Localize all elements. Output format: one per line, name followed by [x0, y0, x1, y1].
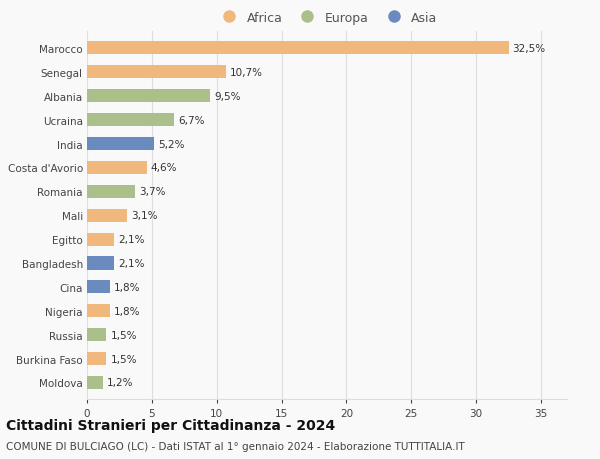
Bar: [87, 90, 210, 103]
Text: 10,7%: 10,7%: [230, 67, 263, 78]
Text: 3,7%: 3,7%: [139, 187, 166, 197]
Legend: Africa, Europa, Asia: Africa, Europa, Asia: [214, 9, 440, 27]
Bar: [87, 162, 146, 174]
Text: 1,8%: 1,8%: [114, 282, 141, 292]
Text: 2,1%: 2,1%: [118, 258, 145, 269]
Text: 3,1%: 3,1%: [131, 211, 158, 221]
Bar: [87, 233, 114, 246]
Bar: [87, 185, 135, 198]
Bar: [87, 66, 226, 79]
Bar: [87, 328, 106, 341]
Bar: [87, 209, 127, 222]
Text: 1,5%: 1,5%: [110, 330, 137, 340]
Text: COMUNE DI BULCIAGO (LC) - Dati ISTAT al 1° gennaio 2024 - Elaborazione TUTTITALI: COMUNE DI BULCIAGO (LC) - Dati ISTAT al …: [6, 441, 465, 451]
Text: 2,1%: 2,1%: [118, 235, 145, 245]
Text: 5,2%: 5,2%: [158, 139, 185, 149]
Bar: [87, 281, 110, 294]
Text: Cittadini Stranieri per Cittadinanza - 2024: Cittadini Stranieri per Cittadinanza - 2…: [6, 418, 335, 431]
Text: 32,5%: 32,5%: [512, 44, 545, 54]
Bar: [87, 376, 103, 389]
Bar: [87, 42, 509, 56]
Text: 1,8%: 1,8%: [114, 306, 141, 316]
Text: 6,7%: 6,7%: [178, 115, 205, 125]
Text: 9,5%: 9,5%: [214, 91, 241, 101]
Bar: [87, 138, 154, 151]
Text: 1,2%: 1,2%: [106, 378, 133, 388]
Text: 4,6%: 4,6%: [151, 163, 177, 173]
Text: 1,5%: 1,5%: [110, 354, 137, 364]
Bar: [87, 305, 110, 318]
Bar: [87, 352, 106, 365]
Bar: [87, 114, 174, 127]
Bar: [87, 257, 114, 270]
